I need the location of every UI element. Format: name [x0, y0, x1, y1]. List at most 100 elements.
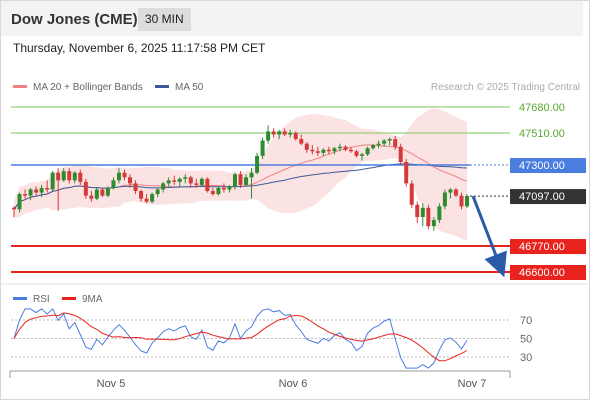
candle-body	[210, 191, 215, 195]
resistance-label: 47680.00	[519, 102, 565, 114]
candle-body	[420, 207, 425, 217]
candle-body	[105, 187, 110, 196]
candle-body	[249, 172, 254, 178]
candle-body	[442, 192, 447, 207]
candle-body	[393, 139, 398, 147]
candle-body	[299, 139, 304, 144]
candle-body	[465, 196, 469, 207]
candle-body	[459, 195, 464, 207]
candle-body	[177, 178, 182, 182]
candle-body	[354, 151, 359, 156]
candle-body	[255, 155, 260, 173]
support-label-box	[510, 239, 586, 255]
candle-body	[12, 207, 16, 210]
candle-body	[360, 154, 365, 156]
candle-body	[100, 189, 105, 196]
level-labels: 47680.00 47510.00 47300.00 47097.00 46770.00…	[510, 102, 586, 280]
candle-body	[34, 189, 39, 193]
support-label-box	[510, 265, 586, 280]
ma50-legend-label: MA 50	[175, 82, 204, 93]
candle-body	[415, 204, 420, 217]
credit-text: Research © 2025 Trading Central	[431, 82, 580, 93]
candle-body	[28, 189, 33, 196]
timeframe-badge[interactable]: 30 MIN	[138, 8, 191, 31]
instrument-title: Dow Jones (CME)	[11, 11, 138, 28]
rsi-tick-label: 30	[520, 352, 532, 364]
candle-body	[166, 180, 171, 184]
candle-body	[94, 189, 99, 199]
candle-body	[188, 177, 193, 184]
candle-body	[50, 172, 55, 190]
x-tick-label: Nov 5	[97, 378, 126, 390]
candle-body	[337, 146, 342, 149]
9ma-legend-swatch	[62, 297, 76, 300]
candle-body	[122, 172, 127, 178]
rsi-tick-label: 50	[520, 334, 532, 346]
candle-body	[437, 206, 442, 221]
forecast-arrow	[471, 195, 507, 278]
candle-body	[365, 148, 370, 155]
candle-body	[67, 171, 72, 181]
candle-body	[17, 194, 22, 210]
candle-body	[61, 171, 66, 181]
bb-legend-label: MA 20 + Bollinger Bands	[33, 82, 143, 93]
candle-body	[39, 187, 44, 193]
bb-legend-swatch	[13, 85, 27, 88]
candle-body	[409, 183, 414, 205]
candle-body	[426, 207, 431, 227]
candle-body	[282, 131, 287, 135]
candle-body	[332, 148, 337, 152]
candle-body	[431, 220, 436, 227]
candle-body	[155, 189, 160, 195]
candle-body	[128, 177, 133, 184]
rsi-ma-line	[13, 312, 468, 362]
candle-body	[133, 183, 138, 192]
candle-body	[161, 183, 166, 190]
rsi-panel: 70 50 30	[11, 308, 532, 369]
support-label: 46770.00	[519, 241, 565, 253]
candle-body	[172, 180, 177, 182]
x-axis-ticks: Nov 5 Nov 6 Nov 7	[97, 378, 487, 390]
candle-body	[398, 146, 403, 162]
price-levels	[11, 106, 510, 273]
candle-body	[139, 191, 144, 199]
candle-body	[83, 181, 88, 196]
candle-body	[376, 143, 381, 146]
ma50-legend-swatch	[155, 85, 169, 88]
x-tick-label: Nov 7	[458, 378, 487, 390]
candle-body	[288, 132, 293, 135]
candle-body	[382, 140, 387, 144]
candle-body	[271, 131, 276, 135]
candle-body	[277, 131, 282, 135]
pivot-label-box	[510, 158, 586, 174]
candle-body	[227, 186, 232, 190]
candle-body	[326, 149, 331, 152]
candle-body	[293, 132, 298, 140]
candle-body	[448, 189, 453, 193]
x-tick-label: Nov 6	[279, 378, 308, 390]
9ma-legend-label: 9MA	[82, 294, 103, 305]
rsi-legend-label: RSI	[33, 294, 50, 305]
candle-body	[343, 146, 348, 150]
candle-body	[144, 198, 149, 202]
support-label: 46600.00	[519, 267, 565, 279]
candlesticks	[12, 125, 469, 231]
candle-body	[221, 187, 226, 190]
candle-body	[404, 162, 409, 184]
candle-body	[199, 178, 204, 185]
candle-body	[348, 149, 353, 152]
candle-body	[89, 195, 94, 199]
candle-body	[260, 140, 265, 156]
candle-body	[266, 131, 271, 141]
resistance-label: 47510.00	[519, 128, 565, 140]
candle-body	[304, 143, 309, 150]
candle-body	[216, 187, 221, 195]
candle-body	[232, 174, 237, 187]
candle-body	[321, 149, 326, 153]
pivot-label: 47300.00	[519, 160, 565, 172]
candle-body	[194, 183, 199, 185]
candle-body	[387, 139, 392, 141]
candle-body	[23, 194, 28, 196]
last-price-box	[510, 189, 586, 205]
candle-body	[205, 178, 210, 192]
